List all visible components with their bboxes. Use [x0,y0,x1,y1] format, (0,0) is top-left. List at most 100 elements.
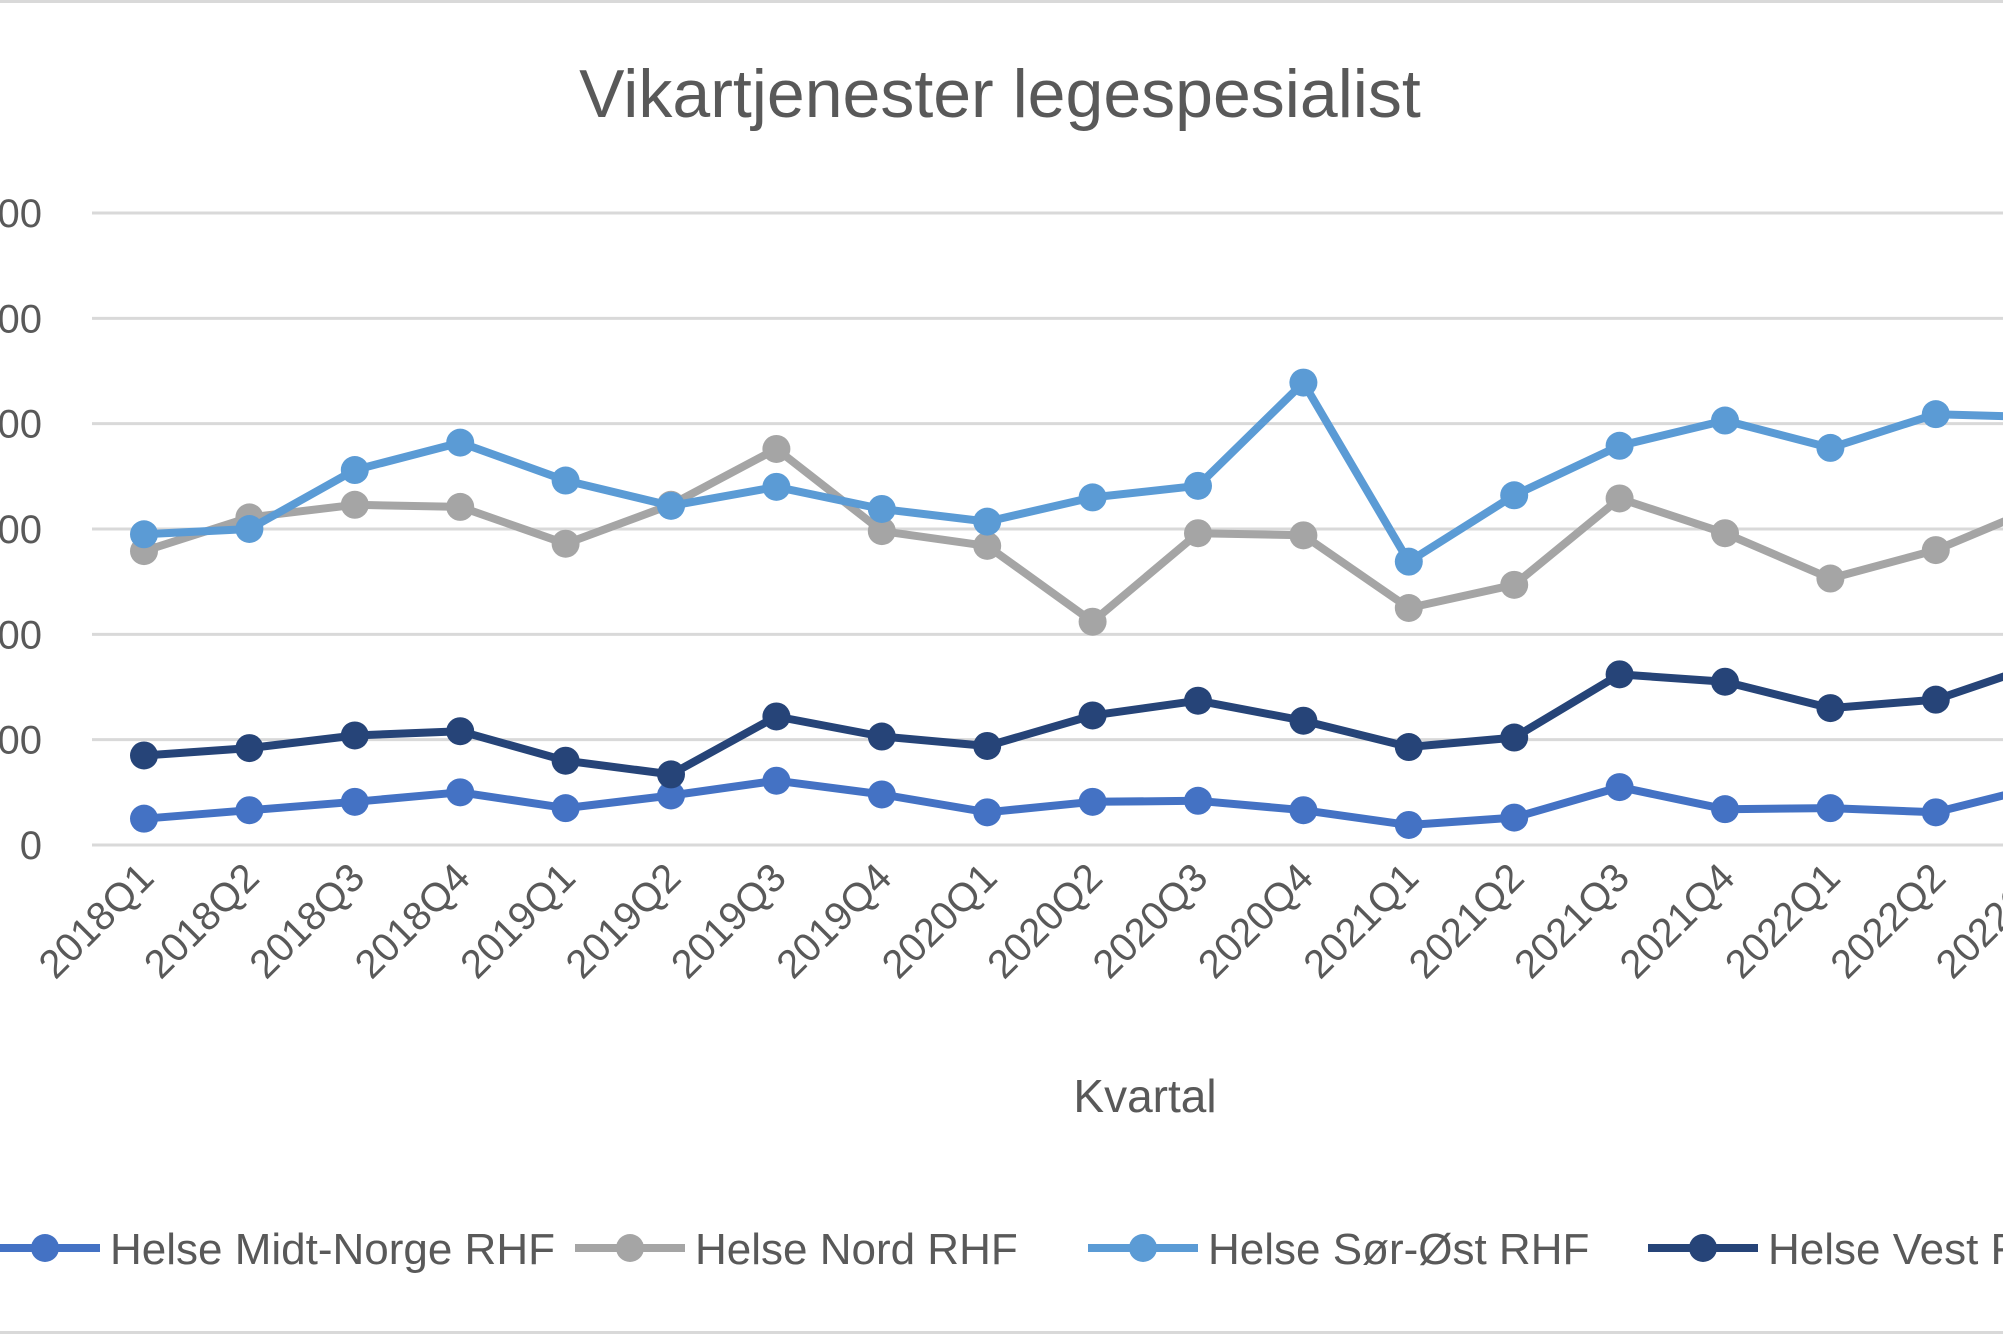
x-tick-label: 2021Q3 [1506,855,1638,987]
data-point [1816,794,1845,823]
x-tick-label: 2019Q4 [768,855,900,987]
data-point [130,804,158,833]
x-tick-label: 2022Q2 [1822,855,1954,987]
data-point [1605,660,1634,689]
data-point [1605,484,1634,513]
data-point [235,796,264,825]
data-point [446,492,475,521]
data-point [1078,607,1107,636]
data-point [973,507,1002,536]
y-tick-label: 4000 [0,403,42,447]
legend-item-3: Helse Vest RHF [1648,1225,2003,1274]
data-point [1711,519,1739,548]
data-point [340,721,369,750]
data-point [446,428,475,457]
legend-marker [1689,1234,1717,1262]
data-point [1500,570,1529,599]
data-point [1921,536,1950,565]
data-point [235,515,264,543]
legend-marker [1129,1234,1157,1262]
data-point [867,780,896,809]
data-point [340,456,369,485]
data-point [657,781,685,810]
series-2 [130,368,2003,576]
data-point [867,494,896,523]
x-tick-label: 2018Q2 [136,855,268,987]
data-point [340,787,369,816]
x-tick-label: 2018Q3 [241,855,373,987]
data-point [1289,368,1318,397]
data-point [1289,706,1318,735]
x-tick-label: 2020Q4 [1190,855,1322,987]
data-point [1394,547,1423,576]
x-tick-label: 2020Q2 [979,855,1111,987]
legend-label: Helse Vest RHF [1768,1225,2003,1274]
x-tick-label: 2019Q2 [558,855,690,987]
data-point [1078,701,1107,730]
x-tick-label: 2018Q1 [31,855,163,987]
y-tick-label: 6000 [0,192,42,236]
x-tick-label: 2020Q1 [874,855,1006,987]
y-axis-tick-labels: 0 1000 2000 3000 4000 5000 6000 [0,192,42,868]
x-tick-label: 2019Q1 [452,855,584,987]
data-point [1816,564,1845,593]
data-point [1184,471,1212,500]
data-point [1394,594,1423,622]
series-0 [130,766,2003,839]
data-point [867,517,896,546]
data-point [1921,685,1950,714]
data-point [1184,686,1212,715]
data-point [1184,786,1212,815]
data-point [973,798,1002,827]
data-point [762,434,791,463]
data-point [1394,810,1423,839]
data-point [762,766,791,795]
data-point [1816,433,1845,462]
data-point [657,760,685,789]
legend-label: Helse Nord RHF [695,1225,1018,1274]
data-point [657,491,685,520]
data-point [1711,795,1739,824]
data-point [551,529,580,558]
legend: Helse Midt-Norge RHF Helse Nord RHF Helse … [0,1225,2003,1274]
x-tick-label: 2020Q3 [1085,855,1217,987]
y-tick-label: 0 [20,824,42,868]
data-point [1500,803,1529,832]
x-tick-label: 2021Q2 [1401,855,1533,987]
data-point [867,722,896,751]
data-point [1289,796,1318,825]
data-point [130,520,158,549]
x-axis-title: Kvartal [1073,1070,1216,1122]
data-point [762,472,791,501]
data-point [762,702,791,731]
x-tick-label: 2018Q4 [347,855,479,987]
y-tick-label: 3000 [0,508,42,552]
data-point [1184,519,1212,548]
y-tick-label: 2000 [0,613,42,657]
data-point [551,746,580,775]
data-point [551,466,580,495]
data-point [1711,406,1739,435]
data-point [1921,400,1950,429]
data-point [235,734,264,763]
data-point [1500,723,1529,752]
x-axis-tick-labels: 2018Q12018Q22018Q32018Q42019Q12019Q22019… [31,855,2003,987]
data-point [1500,481,1529,510]
legend-item-1: Helse Nord RHF [575,1225,1018,1274]
data-point [340,490,369,519]
series-3 [130,660,2003,789]
data-point [130,741,158,770]
data-point [446,778,475,807]
legend-label: Helse Midt-Norge RHF [110,1225,555,1274]
y-tick-label: 1000 [0,719,42,763]
series-lines [130,368,2003,839]
series-1 [130,434,2003,636]
chart-border-top [0,0,2003,3]
gridlines [92,211,2003,847]
x-tick-label: 2021Q1 [1295,855,1427,987]
data-point [973,531,1002,560]
x-tick-label: 2019Q3 [663,855,795,987]
data-point [446,717,475,746]
legend-label: Helse Sør-Øst RHF [1208,1225,1589,1274]
